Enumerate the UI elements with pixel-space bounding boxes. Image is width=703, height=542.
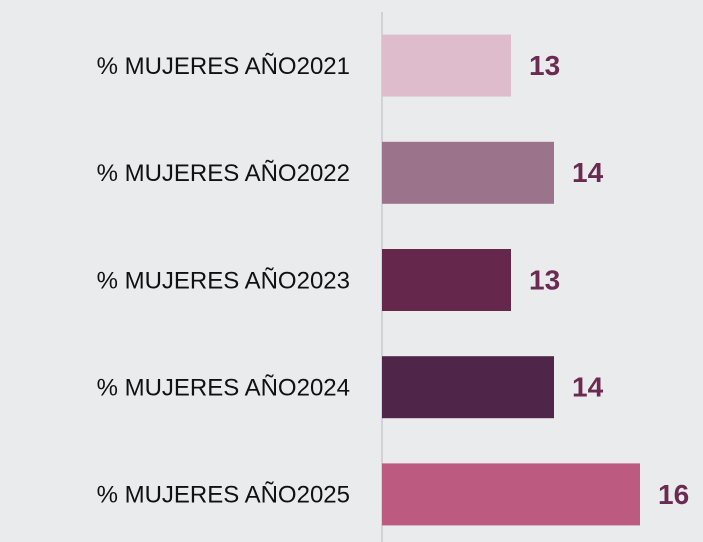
- value-label: 14: [572, 157, 604, 188]
- bar: [382, 356, 554, 419]
- category-label: % MUJERES AÑO2024: [97, 375, 350, 402]
- value-label: 14: [572, 372, 604, 403]
- category-label: % MUJERES AÑO2021: [97, 53, 350, 80]
- bar: [382, 249, 511, 311]
- category-label: % MUJERES AÑO2022: [97, 160, 350, 187]
- category-label: % MUJERES AÑO2023: [97, 267, 350, 294]
- bar: [382, 141, 554, 204]
- category-label: % MUJERES AÑO2025: [97, 482, 350, 509]
- bar: [382, 463, 640, 526]
- value-label: 16: [658, 479, 689, 510]
- bar: [382, 34, 511, 97]
- value-label: 13: [529, 50, 560, 81]
- value-label: 13: [529, 264, 560, 295]
